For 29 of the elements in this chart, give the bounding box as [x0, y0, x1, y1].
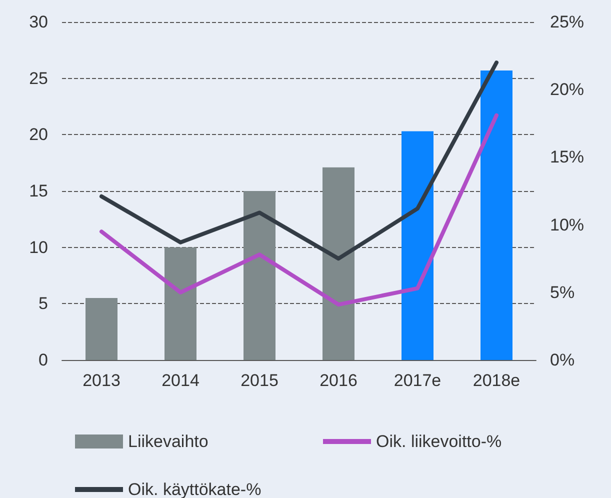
y-tick-label: 30 [29, 12, 48, 32]
x-tick-label: 2014 [162, 371, 200, 390]
y2-tick-label: 20% [550, 80, 584, 100]
bar [164, 247, 196, 360]
y-tick-label: 10 [29, 238, 48, 257]
bar [86, 298, 118, 360]
y-tick-label: 15 [29, 182, 48, 200]
legend-label: Liikevaihto [128, 432, 208, 451]
line-series [100, 60, 498, 261]
x-tick-label: 2016 [320, 371, 358, 390]
bar [244, 191, 276, 360]
x-tick-label: 2017e [394, 371, 442, 390]
y-tick-label: 20 [29, 125, 48, 144]
y2-tick-label: 0% [550, 350, 575, 370]
x-tick-label: 2015 [240, 371, 278, 390]
y-tick-label: 5 [38, 294, 48, 314]
bar [322, 167, 354, 360]
y2-tick-label: 15% [550, 148, 584, 167]
x-tick-label: 2013 [82, 371, 120, 390]
y2-tick-label: 25% [550, 12, 584, 32]
y2-tick-label: 10% [550, 215, 584, 234]
bar [480, 70, 512, 360]
y2-tick-label: 5% [550, 282, 575, 302]
y-tick-label: 25 [29, 68, 48, 88]
legend-label: Oik. liikevoitto-% [376, 432, 502, 451]
x-tick-label: 2018e [472, 371, 520, 390]
y-tick-label: 0 [38, 350, 48, 370]
bar [402, 131, 434, 360]
line-series [100, 113, 498, 307]
